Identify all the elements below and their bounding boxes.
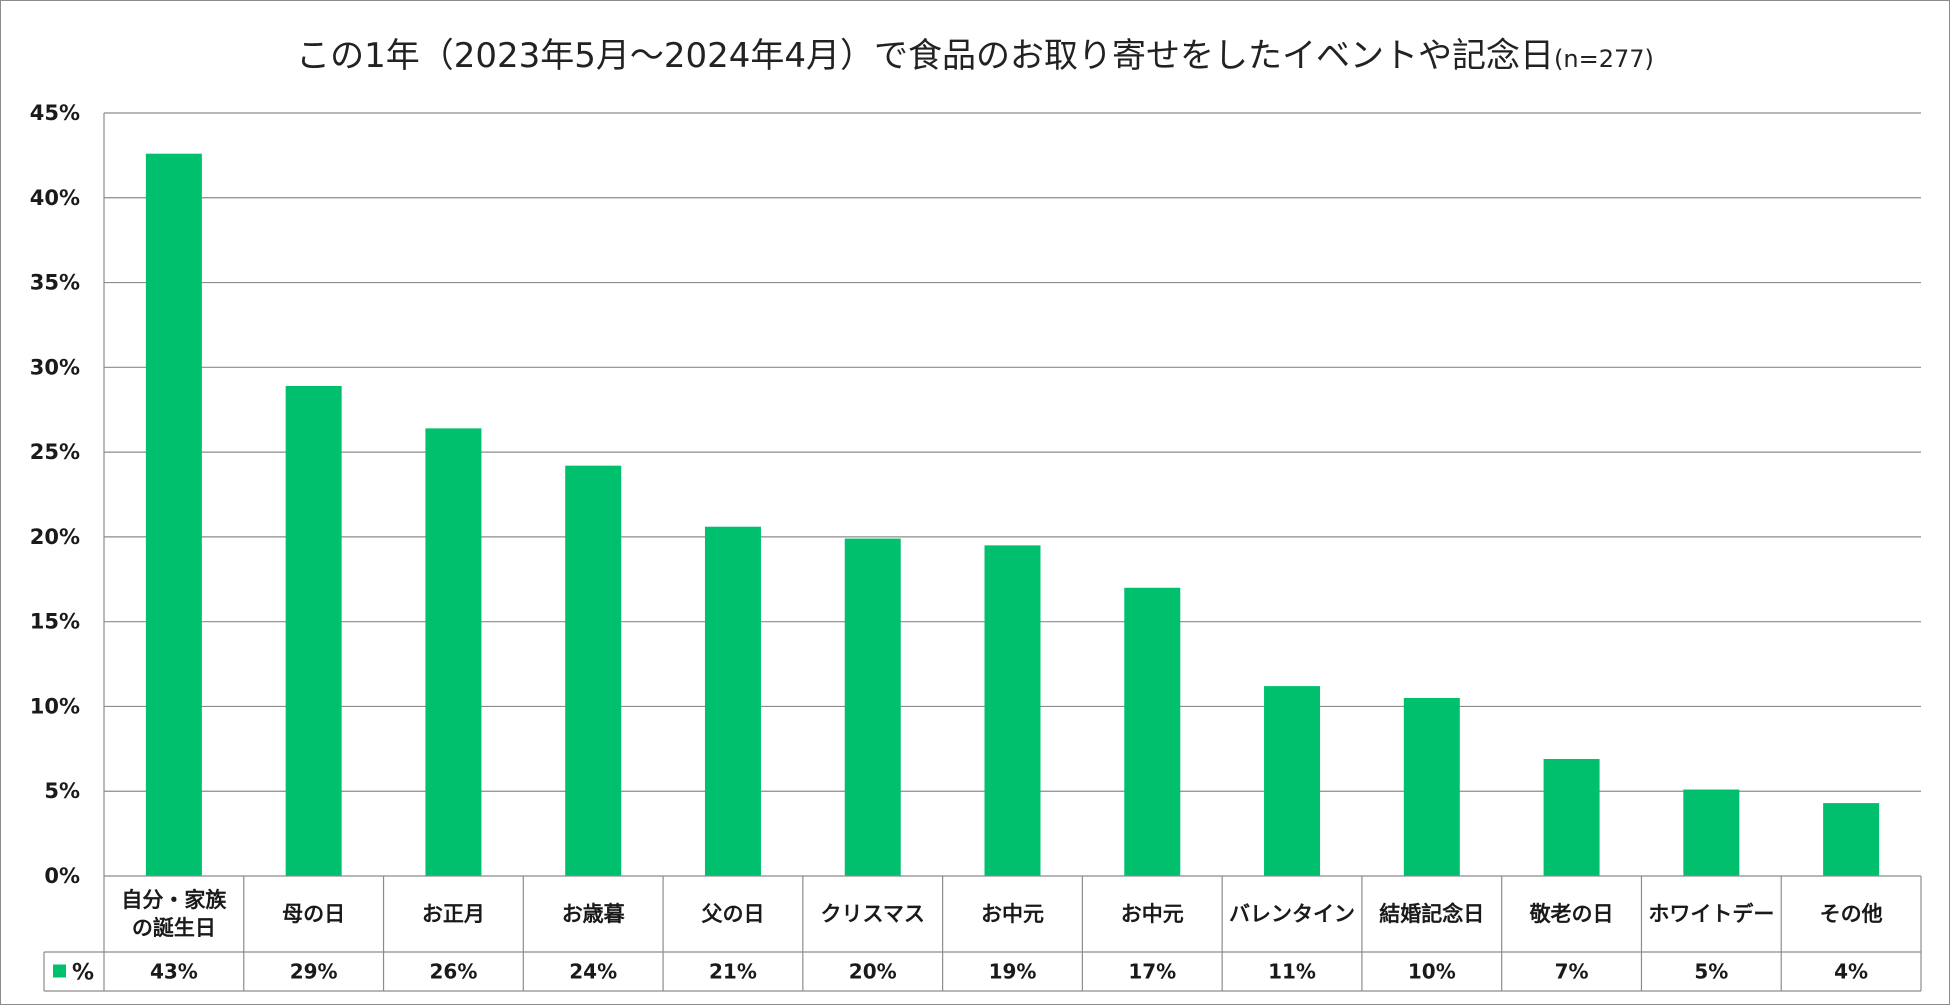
data-table-value: 4% — [1834, 960, 1868, 984]
bars — [145, 153, 1880, 876]
category-label: 父の日 — [701, 902, 764, 926]
bar — [1683, 789, 1740, 876]
category-label: 母の日 — [282, 902, 345, 926]
bar — [285, 385, 342, 876]
y-tick-label: 20% — [30, 525, 80, 549]
bar — [704, 526, 761, 876]
y-tick-label: 45% — [30, 101, 80, 125]
category-label: クリスマス — [821, 902, 925, 926]
bar — [1823, 803, 1880, 876]
data-table-value: 26% — [429, 960, 477, 984]
category-label: お歳暮 — [562, 902, 626, 926]
bar — [1403, 697, 1460, 876]
bar — [565, 465, 622, 876]
category-label: その他 — [1820, 902, 1883, 926]
legend-label: % — [72, 961, 94, 986]
data-table-value: 5% — [1694, 960, 1728, 984]
data-table-value: 29% — [290, 960, 338, 984]
category-label: お中元 — [981, 902, 1044, 926]
chart-title-sample-size: (n=277) — [1554, 45, 1654, 73]
category-label: 敬老の日 — [1529, 902, 1614, 926]
bar — [425, 428, 482, 876]
category-label: お正月 — [422, 902, 485, 926]
data-table-value: 19% — [989, 960, 1037, 984]
category-label: 結婚記念日 — [1379, 902, 1484, 926]
category-label: バレンタイン — [1229, 902, 1355, 926]
category-label: 自分・家族 — [121, 888, 227, 912]
bar — [1543, 759, 1600, 876]
category-label: の誕生日 — [132, 916, 216, 940]
y-tick-label: 5% — [44, 779, 80, 803]
data-table-value: 7% — [1555, 960, 1589, 984]
bar — [844, 538, 901, 876]
y-tick-label: 30% — [30, 355, 80, 379]
data-table-value: 43% — [150, 960, 198, 984]
data-table-value: 24% — [569, 960, 617, 984]
bar — [1124, 587, 1181, 876]
bar — [145, 153, 202, 876]
data-table-value: 11% — [1268, 960, 1316, 984]
y-tick-label: 40% — [30, 186, 80, 210]
data-table-value: 10% — [1408, 960, 1456, 984]
data-table-value: 20% — [849, 960, 897, 984]
y-axis-tick-labels: 0% 5% 10% 15% 20% 25% 30% 35% 40% 45% — [30, 101, 80, 888]
y-tick-label: 35% — [30, 271, 80, 295]
category-label: ホワイトデー — [1648, 902, 1774, 926]
legend-swatch — [53, 964, 66, 978]
y-tick-label: 15% — [30, 610, 80, 634]
y-tick-label: 10% — [30, 694, 80, 718]
y-tick-label: 0% — [44, 864, 80, 888]
data-table-value: 21% — [709, 960, 757, 984]
data-table-value: 17% — [1128, 960, 1176, 984]
chart-title: この1年（2023年5月～2024年4月）で食品のお取り寄せをしたイベントや記念… — [0, 28, 1950, 77]
y-tick-label: 25% — [30, 440, 80, 464]
bar — [1264, 686, 1321, 876]
chart-title-main: この1年（2023年5月～2024年4月）で食品のお取り寄せをしたイベントや記念… — [296, 36, 1555, 76]
bar — [984, 545, 1041, 876]
category-label: お中元 — [1121, 902, 1184, 926]
